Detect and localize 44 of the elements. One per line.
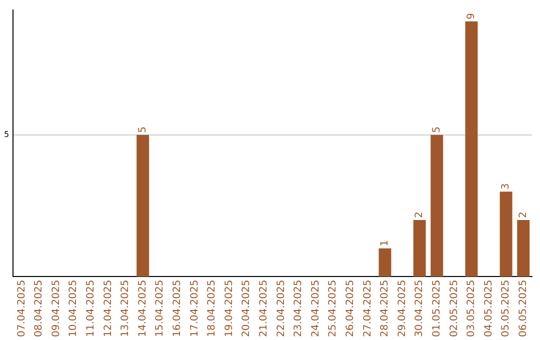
x-tick-label: 17.04.2025 [189,280,200,338]
bar [430,134,444,277]
x-tick-label: 16.04.2025 [172,280,184,338]
x-tick-label: 07.04.2025 [16,280,28,338]
x-tick-label: 11.04.2025 [86,280,97,338]
bar [500,192,512,277]
x-tick-label: 26.04.2025 [344,280,356,338]
bar [136,134,150,277]
x-tick-label: 22.04.2025 [276,280,287,338]
x-tick-label: 23.04.2025 [293,280,304,338]
x-tick-label: 03.05.2025 [466,280,478,338]
x-tick-label: 06.05.2025 [518,280,529,338]
data-label: 5 [431,126,442,133]
x-tick-label: 24.04.2025 [310,280,322,338]
x-tick-label: 29.04.2025 [396,280,408,338]
x-tick-label: 02.05.2025 [448,280,460,338]
data-label: 2 [518,212,529,218]
x-tick-label: 30.04.2025 [414,280,426,338]
x-tick-label: 08.04.2025 [34,280,45,338]
x-tick-label: 27.04.2025 [362,280,374,338]
x-tick-label: 15.04.2025 [154,280,166,338]
x-tick-label: 09.04.2025 [50,280,62,338]
x-tick-label: 21.04.2025 [258,280,270,338]
data-label: 2 [414,212,426,218]
x-tick-label: 01.05.2025 [431,280,442,338]
x-tick-label: 20.04.2025 [241,280,252,338]
bar [517,220,530,277]
x-tick-label: 04.05.2025 [483,280,494,338]
x-tick-label: 14.04.2025 [137,280,148,338]
x-tick-label: 25.04.2025 [328,280,339,338]
data-label: 3 [500,183,512,190]
x-tick-label: 19.04.2025 [224,280,235,338]
data-label: 1 [380,240,391,246]
data-label: 5 [137,126,148,133]
x-tick-label: 12.04.2025 [102,280,114,338]
bar [413,220,426,277]
x-tick-label: 13.04.2025 [120,280,132,338]
bar [378,248,392,277]
bar [465,21,478,277]
data-label: 9 [466,12,478,20]
x-tick-label: 18.04.2025 [206,280,218,338]
x-tick-label: 28.04.2025 [380,280,391,338]
x-tick-label: 05.05.2025 [500,280,512,338]
x-tick-label: 10.04.2025 [68,280,80,338]
